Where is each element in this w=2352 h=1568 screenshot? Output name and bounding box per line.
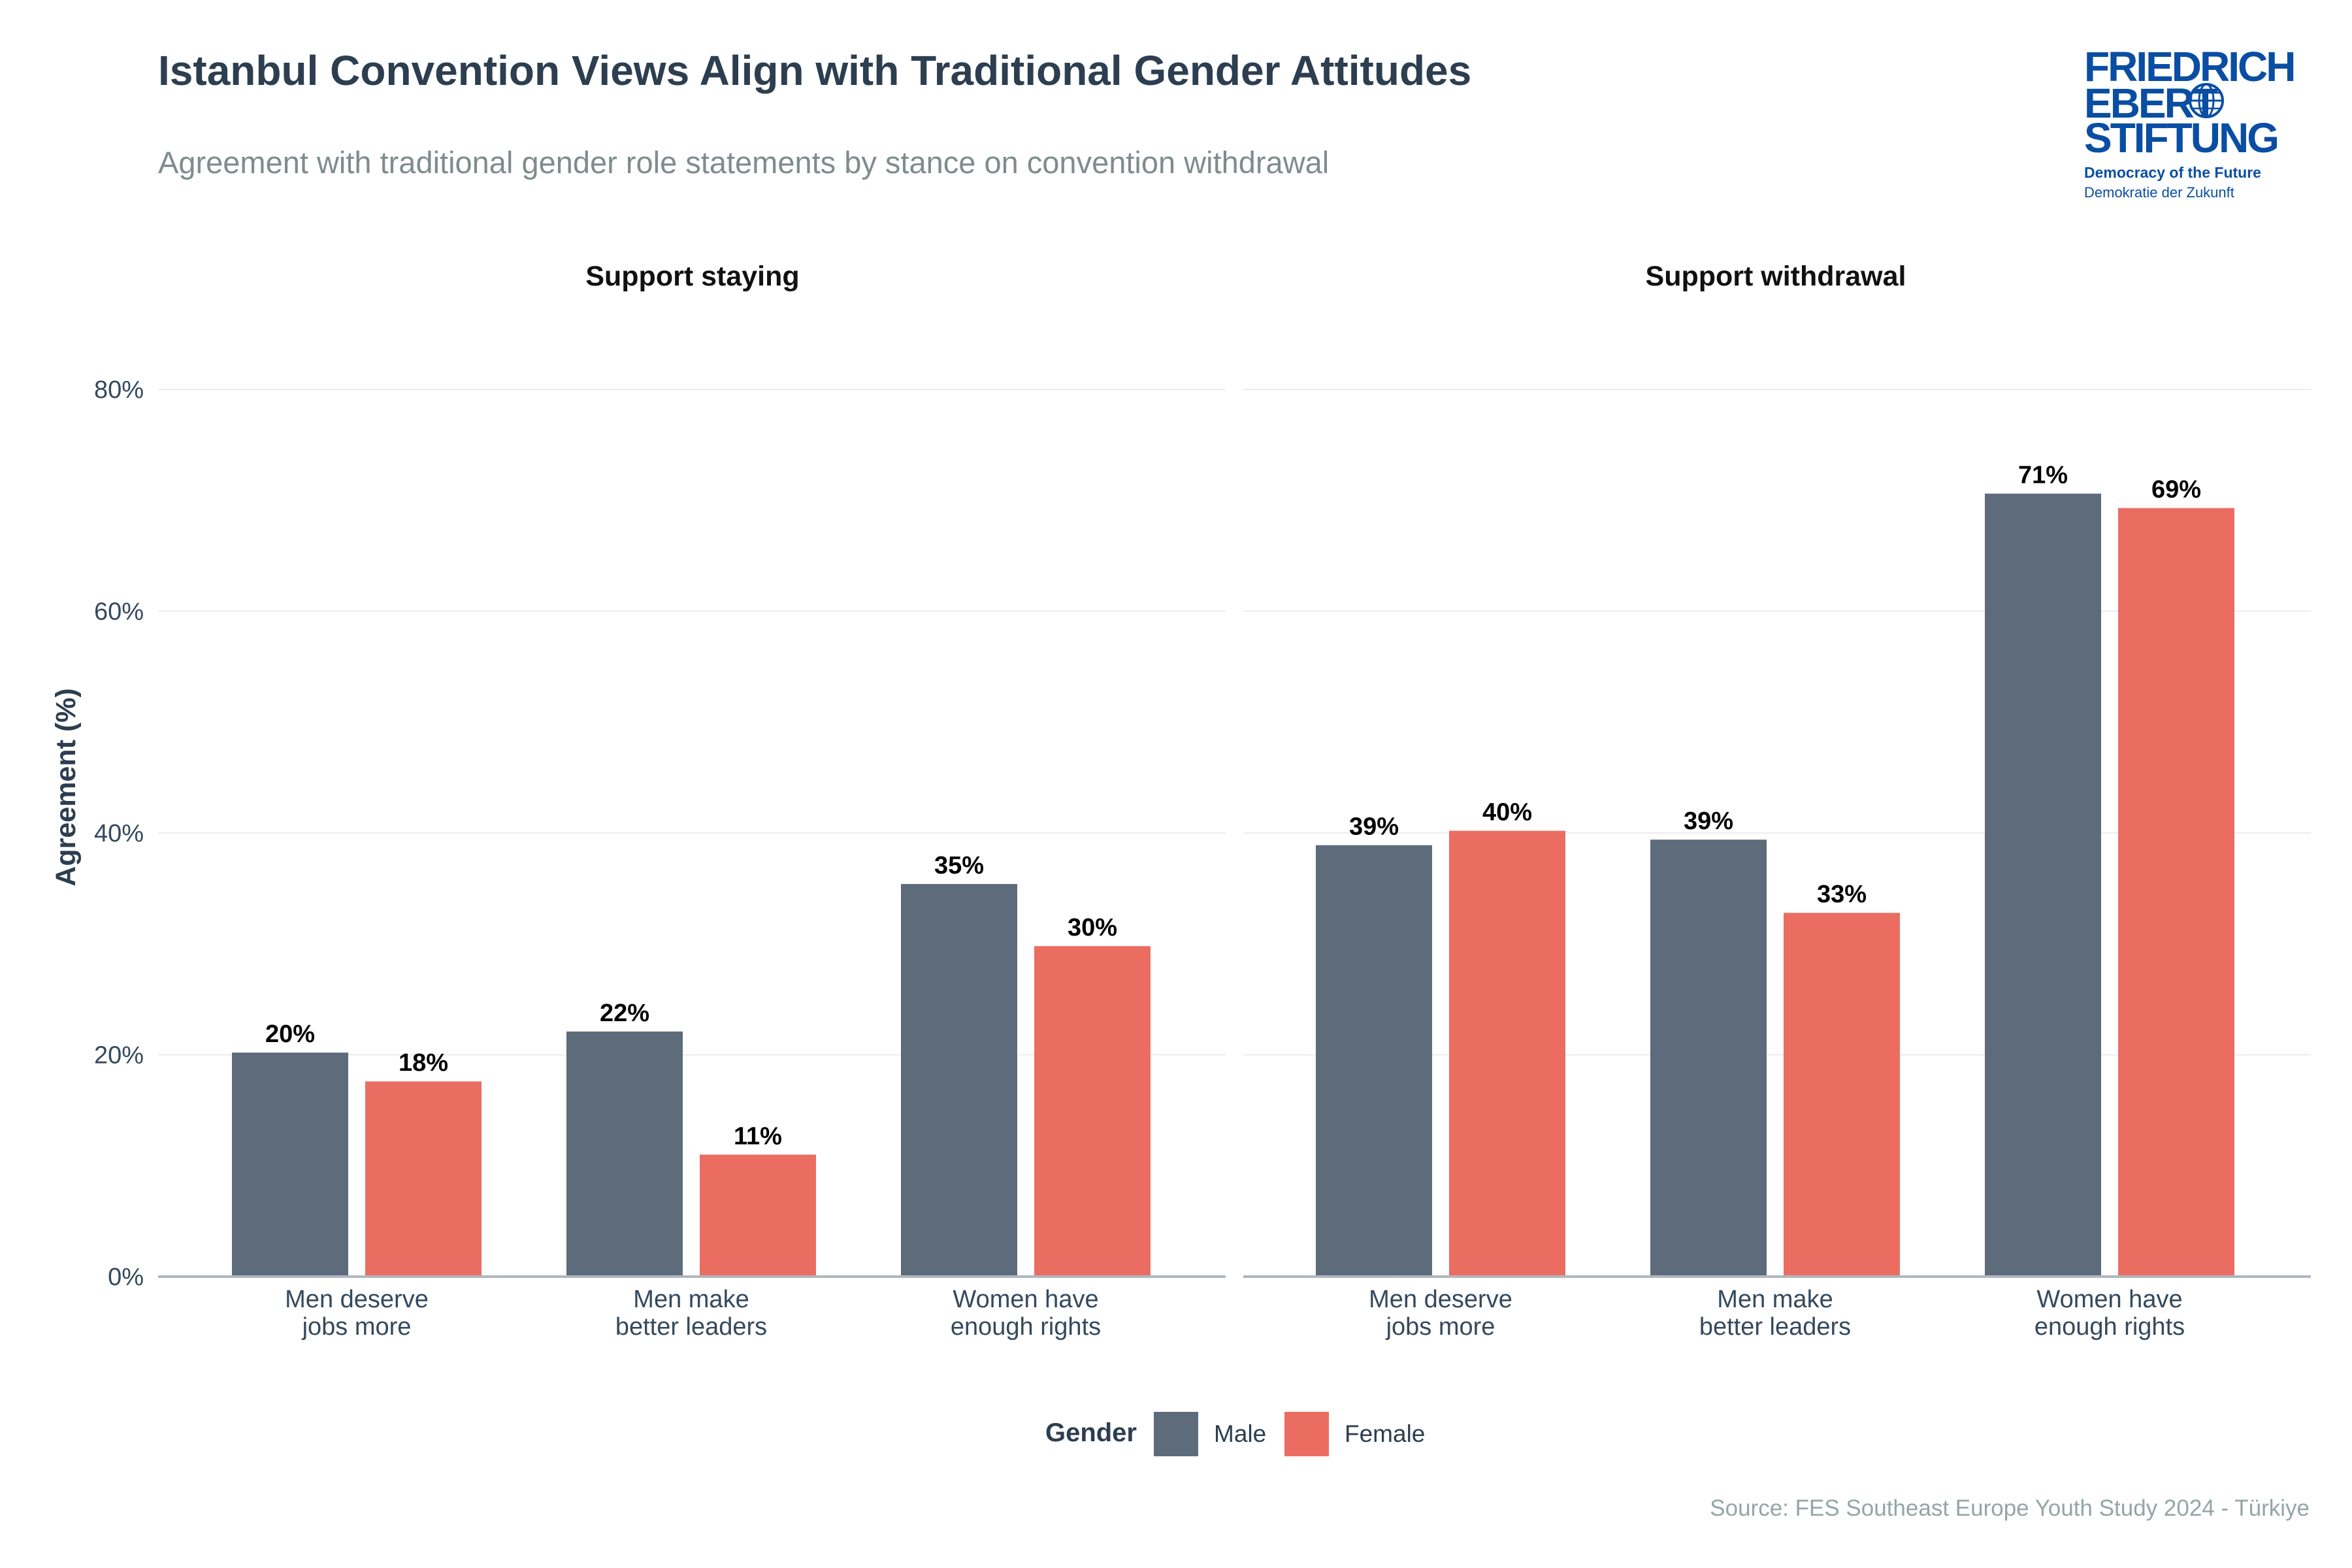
facet-title: Support staying — [585, 261, 799, 292]
globe-icon — [2189, 83, 2224, 118]
logo-line-3: STIFTUNG — [2084, 114, 2278, 161]
bar-male — [1985, 493, 2101, 1277]
fes-logo: FRIEDRICH EBERT STIFTUNG Democracy of th… — [2084, 43, 2296, 201]
data-label: 30% — [1068, 914, 1117, 941]
x-tick-label: Men make better leaders — [615, 1286, 767, 1341]
logo-tagline-2: Demokratie der Zukunft — [2084, 184, 2234, 201]
data-label: 11% — [734, 1122, 782, 1150]
y-tick-label: 60% — [94, 598, 144, 626]
bar-female — [365, 1081, 482, 1277]
chart-subtitle: Agreement with traditional gender role s… — [158, 145, 1329, 180]
bar-male — [1316, 845, 1432, 1277]
logo-line-1: FRIEDRICH — [2084, 43, 2294, 90]
data-label: 18% — [399, 1049, 448, 1077]
data-label: 20% — [265, 1021, 315, 1048]
facet-panel: Support withdrawal 39% 39% 71% 40% 33% 69% Men … — [1243, 261, 2311, 1341]
facet-panel: Support staying 20% 22% 35% 18% 11% 30% Men des… — [158, 261, 1226, 1341]
chart-title: Istanbul Convention Views Align with Tra… — [158, 47, 1471, 94]
y-tick-label: 80% — [94, 376, 144, 404]
x-tick-label: Men deserve jobs more — [285, 1286, 429, 1341]
legend-label-female: Female — [1345, 1420, 1425, 1447]
y-tick-label: 40% — [94, 820, 144, 847]
y-axis-label: Agreement (%) — [50, 688, 82, 886]
data-label: 40% — [1482, 799, 1532, 826]
chart-caption: Source: FES Southeast Europe Youth Study… — [1710, 1495, 2310, 1521]
x-tick-label: Men deserve jobs more — [1369, 1286, 1512, 1341]
bar-female — [2118, 508, 2234, 1277]
x-tick-label: Men make better leaders — [1699, 1286, 1851, 1341]
bar-male — [232, 1053, 348, 1277]
bar-female — [1034, 946, 1151, 1277]
data-label: 71% — [2018, 462, 2068, 489]
bar-female — [1784, 913, 1900, 1277]
x-tick-label: Women have enough rights — [2034, 1286, 2185, 1341]
bar-male — [566, 1031, 683, 1277]
bar-female — [1449, 830, 1565, 1277]
y-tick-label: 20% — [94, 1042, 144, 1070]
legend-swatch-female — [1284, 1412, 1329, 1456]
data-label: 22% — [600, 1000, 649, 1027]
data-label: 69% — [2151, 476, 2201, 504]
plot-area: Support staying 20% 22% 35% 18% 11% 30% Men des… — [94, 261, 2311, 1341]
legend-swatch-male — [1154, 1412, 1198, 1456]
bar-male — [901, 884, 1017, 1277]
bar-female — [700, 1154, 816, 1277]
legend-label-male: Male — [1214, 1420, 1266, 1447]
data-label: 39% — [1349, 813, 1399, 841]
x-tick-label: Women have enough rights — [951, 1286, 1101, 1341]
legend-title: Gender — [1045, 1418, 1137, 1447]
data-label: 35% — [934, 852, 984, 879]
facet-title: Support withdrawal — [1646, 261, 1906, 292]
data-label: 33% — [1817, 881, 1867, 908]
legend: Gender Male Female — [1045, 1412, 1425, 1456]
bar-male — [1650, 840, 1767, 1277]
y-tick-label: 0% — [108, 1264, 144, 1291]
data-label: 39% — [1684, 808, 1733, 835]
logo-tagline-1: Democracy of the Future — [2084, 164, 2261, 181]
